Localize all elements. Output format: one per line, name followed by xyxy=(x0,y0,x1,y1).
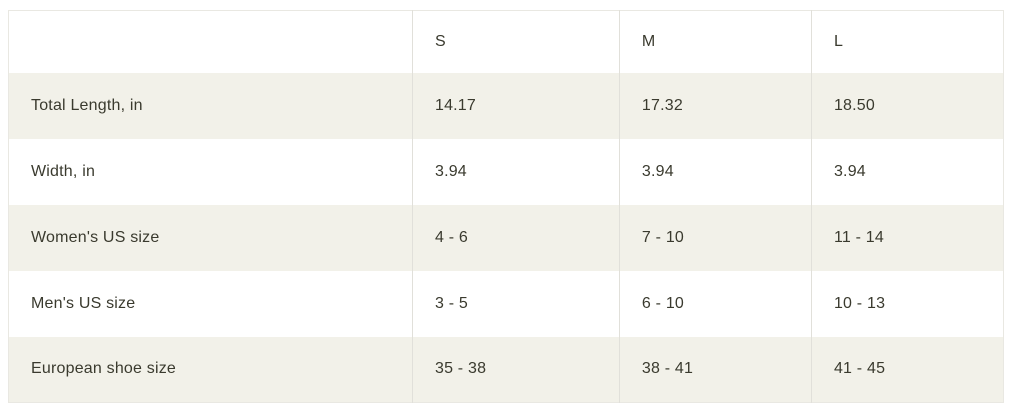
table-row-mens-us-size: Men's US size 3 - 5 6 - 10 10 - 13 xyxy=(8,270,1004,337)
row-label: Width, in xyxy=(8,138,413,205)
cell-value: 6 - 10 xyxy=(618,270,812,337)
column-header-blank xyxy=(8,10,413,73)
header-row: S M L xyxy=(8,10,1004,73)
table-row-width: Width, in 3.94 3.94 3.94 xyxy=(8,138,1004,205)
column-header-s: S xyxy=(411,10,620,73)
column-header-l: L xyxy=(810,10,1004,73)
table-row-total-length: Total Length, in 14.17 17.32 18.50 xyxy=(8,72,1004,139)
size-chart-table: S M L Total Length, in 14.17 17.32 18.50… xyxy=(8,10,1004,403)
cell-value: 17.32 xyxy=(618,72,812,139)
table-row-womens-us-size: Women's US size 4 - 6 7 - 10 11 - 14 xyxy=(8,204,1004,271)
cell-value: 3.94 xyxy=(810,138,1004,205)
cell-value: 14.17 xyxy=(411,72,620,139)
row-label: Total Length, in xyxy=(8,72,413,139)
row-label: Women's US size xyxy=(8,204,413,271)
cell-value: 11 - 14 xyxy=(810,204,1004,271)
row-label: Men's US size xyxy=(8,270,413,337)
size-chart-container: S M L Total Length, in 14.17 17.32 18.50… xyxy=(8,10,1004,403)
cell-value: 18.50 xyxy=(810,72,1004,139)
cell-value: 3.94 xyxy=(618,138,812,205)
row-label: European shoe size xyxy=(8,336,413,403)
cell-value: 35 - 38 xyxy=(411,336,620,403)
cell-value: 38 - 41 xyxy=(618,336,812,403)
cell-value: 10 - 13 xyxy=(810,270,1004,337)
column-header-m: M xyxy=(618,10,812,73)
cell-value: 3.94 xyxy=(411,138,620,205)
cell-value: 4 - 6 xyxy=(411,204,620,271)
cell-value: 3 - 5 xyxy=(411,270,620,337)
table-row-european-shoe-size: European shoe size 35 - 38 38 - 41 41 - … xyxy=(8,336,1004,403)
cell-value: 7 - 10 xyxy=(618,204,812,271)
cell-value: 41 - 45 xyxy=(810,336,1004,403)
